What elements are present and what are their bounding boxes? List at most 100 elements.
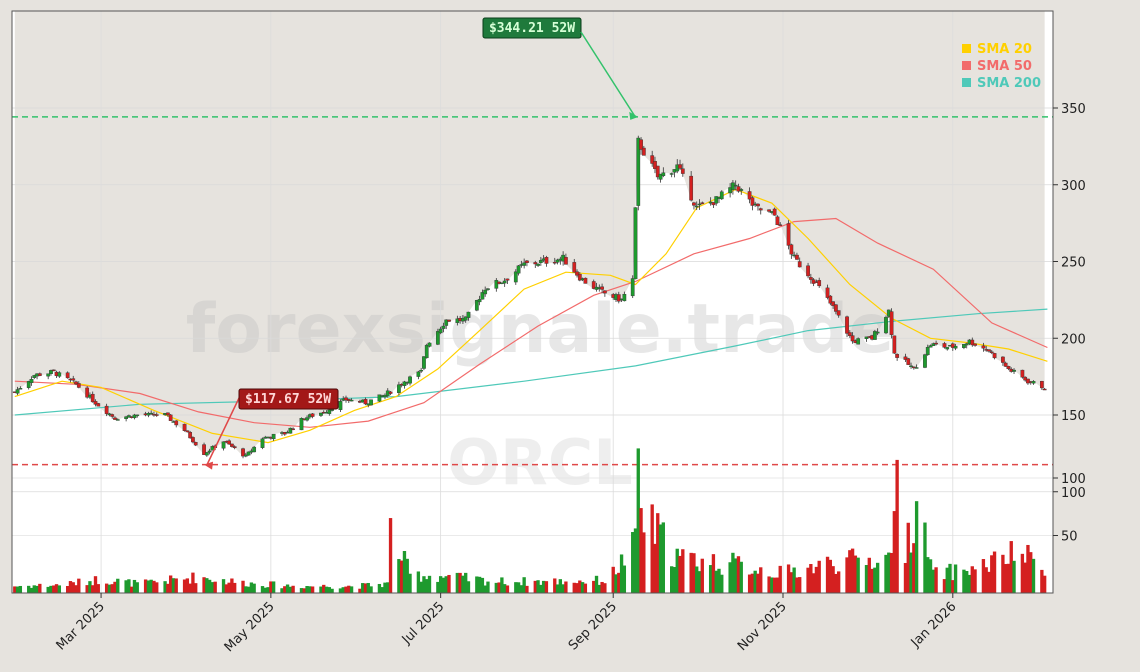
candle <box>950 342 955 351</box>
volume-bar <box>171 578 176 593</box>
candle-body <box>1006 366 1011 370</box>
volume-bar <box>681 549 685 593</box>
volume-bar <box>302 588 306 593</box>
candle <box>438 326 443 335</box>
volume-bar <box>18 585 23 593</box>
volume-bar <box>970 566 974 593</box>
candle-body <box>154 414 159 416</box>
volume-bar <box>96 584 100 593</box>
x-tick-label: Mar 2025 <box>54 599 108 653</box>
candle-body <box>230 443 234 447</box>
candle <box>502 278 507 287</box>
candle <box>505 278 510 284</box>
volume-bar <box>113 581 117 593</box>
candle <box>525 259 529 267</box>
candle <box>945 347 950 351</box>
candle-body <box>113 417 117 420</box>
candle <box>981 342 986 352</box>
candle <box>37 372 42 377</box>
volume-bar <box>486 581 490 593</box>
volume-tick-label: 50 <box>1061 530 1078 545</box>
candle-body <box>166 412 170 416</box>
candle <box>992 352 997 360</box>
volume-bar <box>244 586 248 593</box>
volume-bar <box>1026 544 1030 593</box>
candle-body <box>37 373 42 376</box>
high-52w-label-box <box>482 17 582 39</box>
volume-bar <box>155 582 159 593</box>
candle-body <box>828 295 833 304</box>
candle <box>767 209 771 213</box>
volume-bar <box>981 559 986 593</box>
candle-body <box>669 173 674 175</box>
volume-bar <box>990 555 994 593</box>
candle-body <box>132 414 137 419</box>
candle <box>923 353 927 369</box>
candle <box>989 350 994 355</box>
volume-bar <box>146 580 151 593</box>
candle-body <box>817 280 822 287</box>
candle-body <box>789 244 794 255</box>
volume-bar <box>438 576 443 593</box>
volume-bar <box>436 581 440 593</box>
volume-bar <box>536 580 540 593</box>
candle-body <box>51 369 56 372</box>
candle-body <box>516 265 521 274</box>
candle-body <box>310 413 315 417</box>
candle-body <box>831 301 835 306</box>
candle <box>1003 361 1008 367</box>
candle <box>942 341 947 349</box>
candle-body <box>756 203 760 207</box>
candle-body <box>552 262 557 264</box>
volume-bar <box>942 579 947 593</box>
legend-label: SMA 50 <box>977 59 1032 74</box>
volume-bar <box>853 555 858 593</box>
candle <box>74 380 78 386</box>
candle-body <box>591 281 596 289</box>
volume-bar <box>837 571 841 593</box>
volume-bar <box>775 577 780 593</box>
candle-body <box>327 409 332 414</box>
candle <box>914 364 919 369</box>
candle-body <box>636 137 641 206</box>
volume-bar <box>656 513 660 593</box>
candle <box>903 353 908 362</box>
candle <box>653 156 657 174</box>
candle-body <box>1026 378 1030 384</box>
candle <box>435 328 440 346</box>
candle <box>310 413 315 419</box>
sma50-line <box>14 217 1048 428</box>
volume-bar <box>260 586 265 593</box>
volume-bar <box>338 588 343 593</box>
candle <box>182 423 187 432</box>
volume-bar <box>29 587 34 593</box>
candle <box>327 408 332 416</box>
candle <box>906 357 911 365</box>
candle-body <box>338 401 343 410</box>
candle-body <box>533 262 538 265</box>
candle <box>808 273 813 284</box>
candle-body <box>204 452 209 456</box>
candle-body <box>438 328 443 334</box>
low-52w-arrowhead <box>204 461 214 470</box>
y-tick-label: 350 <box>1061 102 1086 117</box>
candle <box>85 386 90 399</box>
volume-bar <box>466 581 471 593</box>
candle <box>616 291 621 304</box>
candle-body <box>427 342 432 347</box>
volume-bar <box>202 577 206 593</box>
volume-bar <box>57 585 61 593</box>
volume-bar <box>772 577 777 593</box>
volume-bar <box>650 504 654 593</box>
candle-body <box>288 427 293 434</box>
volume-bar <box>246 586 251 593</box>
candle <box>65 371 70 379</box>
candle <box>639 137 643 155</box>
volume-bar <box>928 559 933 593</box>
volume-bar <box>734 558 738 593</box>
volume-bar <box>377 583 382 593</box>
candle <box>756 203 760 211</box>
volume-bar <box>480 577 485 593</box>
volume-bar <box>875 562 880 593</box>
